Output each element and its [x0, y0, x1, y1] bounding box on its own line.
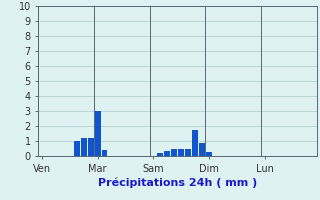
Bar: [164, 151, 170, 156]
Bar: [95, 111, 100, 156]
Bar: [192, 130, 198, 156]
X-axis label: Précipitations 24h ( mm ): Précipitations 24h ( mm ): [98, 178, 257, 188]
Bar: [178, 148, 184, 156]
Bar: [157, 153, 163, 156]
Bar: [185, 149, 191, 156]
Bar: [74, 141, 80, 156]
Bar: [81, 138, 87, 156]
Bar: [101, 150, 108, 156]
Bar: [171, 149, 177, 156]
Bar: [88, 138, 93, 156]
Bar: [206, 152, 212, 156]
Bar: [199, 142, 205, 156]
